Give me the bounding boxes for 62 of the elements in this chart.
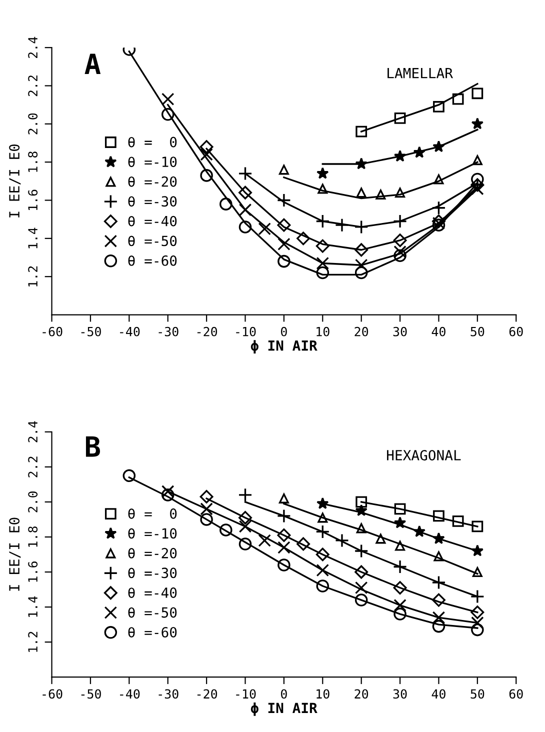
x-tick-label: -20 [197,689,218,699]
x-tick-label: -60 [42,689,62,699]
x-tick-label: -50 [81,326,101,336]
x-tick-label: 60 [509,689,523,699]
y-tick-label: 1.8 [28,526,38,547]
legend-label: θ =-40 [128,587,177,598]
y-tick-label: 1.2 [28,266,38,286]
y-tick-label: 1.6 [28,562,38,582]
x-tick-label: 30 [393,326,407,336]
legend-label: θ =-20 [128,176,177,187]
legend-label: θ =-30 [128,196,177,207]
y-tick-label: 2.4 [28,421,38,442]
x-tick-label: -50 [81,689,101,699]
legend-label: θ =-20 [128,548,177,558]
x-tick-label: 20 [354,326,368,336]
y-tick-label: 1.2 [28,632,38,652]
x-tick-label: -40 [120,326,140,336]
y-tick-label: 2.0 [28,491,38,512]
x-tick-label: 40 [432,689,446,699]
x-tick-label: 50 [470,326,484,336]
y-tick-label: 1.6 [28,190,38,210]
legend-label: θ =-10 [128,528,177,539]
x-tick-label: 10 [316,689,330,699]
legend-label: θ = 0 [128,136,177,148]
y-tick-label: 1.4 [28,596,38,617]
y-tick-label: 1.4 [28,228,38,248]
x-tick-label: -10 [236,689,256,699]
x-tick-label: 0 [280,689,287,699]
legend-label: θ =-10 [128,156,177,168]
x-tick-label: -30 [158,689,178,699]
x-tick-label: -20 [197,326,218,336]
legend-label: θ = 0 [128,508,177,519]
y-tick-label: 1.8 [28,152,38,172]
x-tick-label: 50 [470,689,484,699]
legend-label: θ =-30 [128,568,177,578]
y-tick-label: 2.4 [28,36,38,58]
x-tick-label: -40 [120,689,140,699]
y-axis-title: I EE/I E0 [9,144,21,218]
y-tick-label: 2.2 [28,76,38,96]
x-tick-label: 60 [509,326,523,336]
x-tick-label: 20 [354,689,368,699]
x-tick-label: 30 [393,689,407,699]
annotation: B [86,436,100,457]
legend-label: θ =-50 [128,607,177,618]
annotation: A [84,54,101,74]
x-axis-title: ϕ IN AIR [250,702,318,716]
x-tick-label: 40 [432,326,446,336]
y-axis-title: I EE/I E0 [9,518,21,591]
x-axis-title: ϕ IN AIR [250,340,318,354]
annotation: LAMELLAR [388,68,453,78]
x-tick-label: 10 [316,326,330,336]
legend-label: θ =-40 [128,216,177,226]
legend-label: θ =-50 [128,236,177,246]
x-tick-label: -60 [42,326,62,336]
x-tick-label: -10 [236,326,256,336]
y-tick-label: 2.0 [28,113,38,134]
x-tick-label: -30 [158,326,178,336]
legend-label: θ =-60 [128,255,177,266]
x-tick-label: 0 [280,326,287,336]
legend-label: θ =-60 [128,626,177,638]
annotation: HEXAGONAL [387,450,461,460]
y-tick-label: 2.2 [28,456,38,478]
